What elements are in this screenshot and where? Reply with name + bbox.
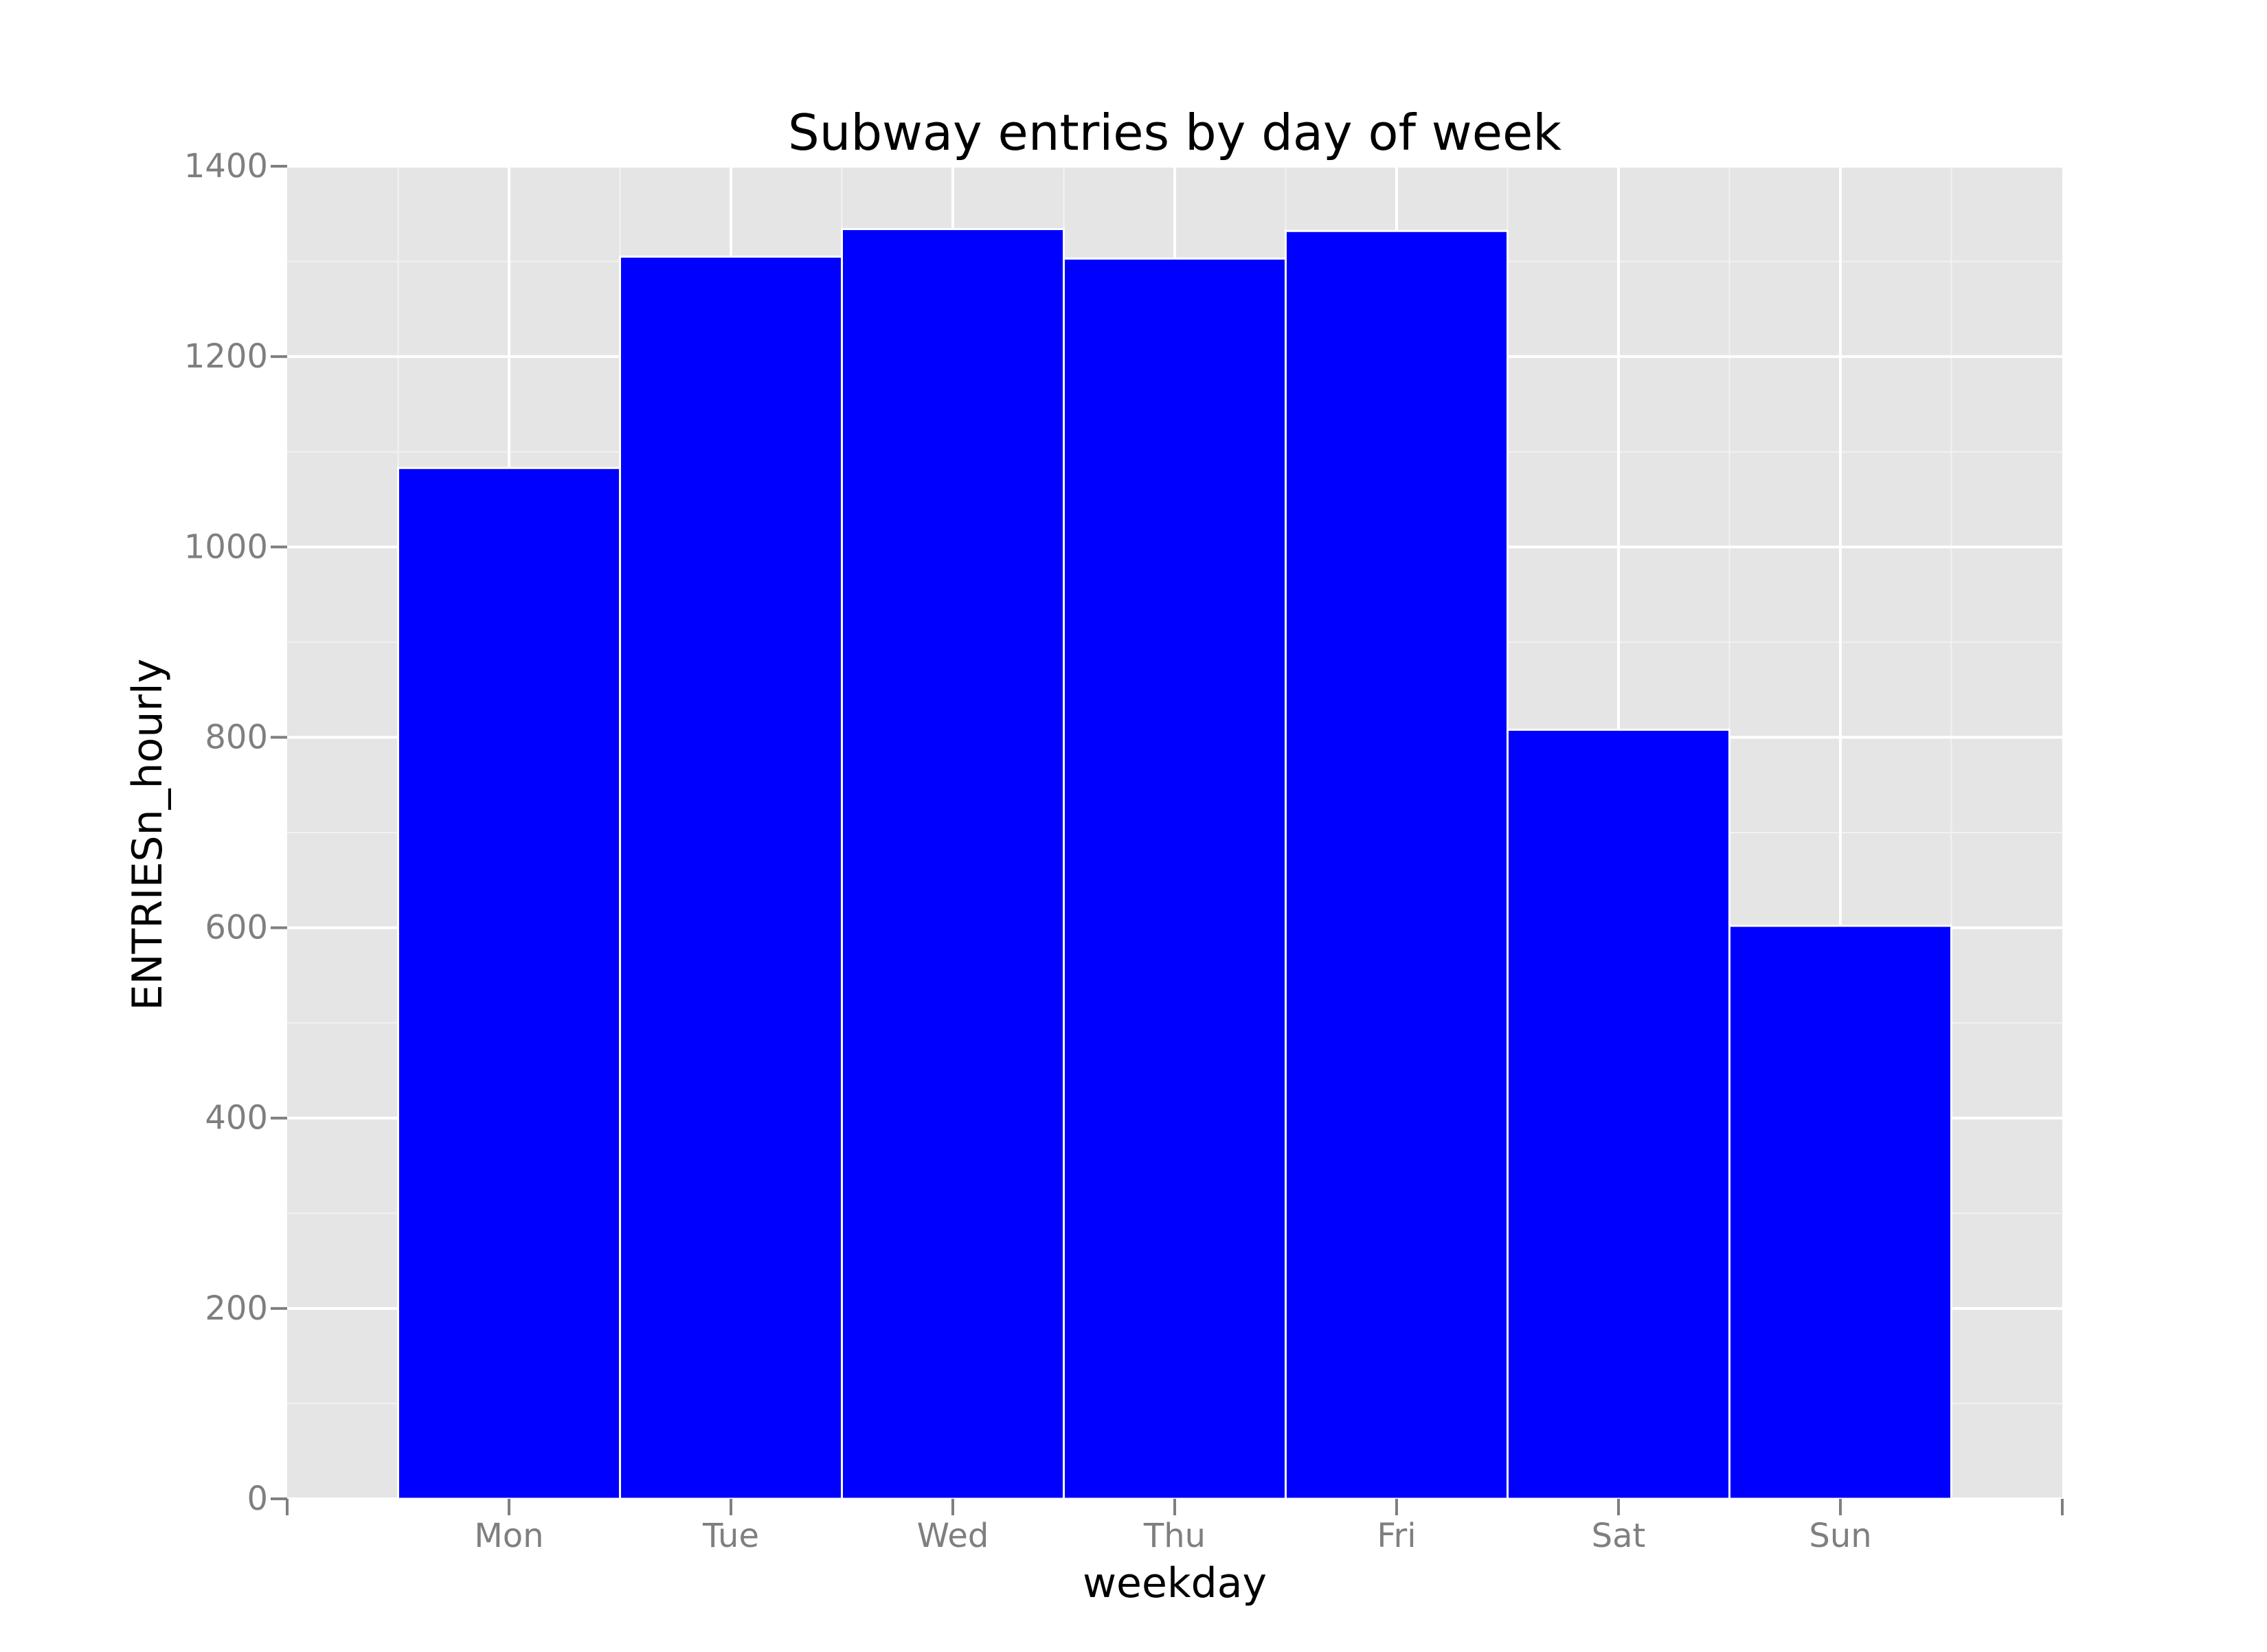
y-axis: 0 200 400 600 800 1000 1200 1400	[184, 147, 287, 1518]
bar-sun	[1728, 925, 1952, 1500]
x-tick-label-wed: Wed	[917, 1517, 989, 1555]
bar-mon	[397, 466, 621, 1500]
bar-tue	[619, 256, 843, 1500]
y-axis-label: ENTRIESn_hourly	[124, 659, 172, 1010]
y-tick-label: 800	[205, 718, 268, 756]
y-tick-label: 1000	[184, 528, 268, 566]
x-tick-label-sat: Sat	[1592, 1517, 1646, 1555]
x-tick-label-sun: Sun	[1809, 1517, 1871, 1555]
x-tick-label-thu: Thu	[1143, 1517, 1206, 1555]
y-tick-label: 400	[205, 1099, 268, 1138]
x-tick-label-tue: Tue	[702, 1517, 759, 1555]
y-tick-label: 1400	[184, 147, 268, 185]
x-axis-label: weekday	[1083, 1559, 1267, 1607]
chart-title: Subway entries by day of week	[788, 104, 1561, 161]
x-tick-label-mon: Mon	[474, 1517, 543, 1555]
y-tick-label: 0	[247, 1480, 268, 1518]
y-tick-label: 200	[205, 1289, 268, 1328]
x-axis: Mon Tue Wed Thu Fri Sat Sun	[286, 1499, 2064, 1555]
bar-wed	[841, 227, 1065, 1500]
bar-sat	[1507, 728, 1730, 1500]
y-tick-label: 600	[205, 909, 268, 947]
y-tick-label: 1200	[184, 337, 268, 376]
x-tick-label-fri: Fri	[1377, 1517, 1416, 1555]
bar-fri	[1285, 229, 1509, 1500]
bar-thu	[1063, 257, 1287, 1500]
bars	[397, 227, 1952, 1500]
